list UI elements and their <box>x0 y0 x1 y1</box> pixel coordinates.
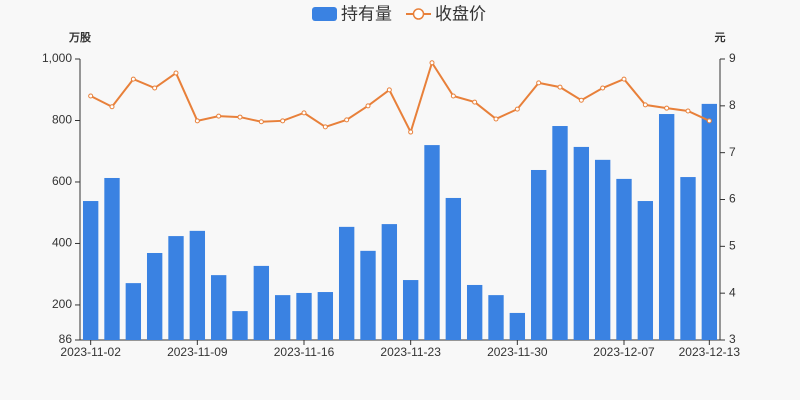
line-point <box>322 124 328 130</box>
y-tick-label: 600 <box>52 174 72 188</box>
y-tick-label: 86 <box>59 332 73 346</box>
x-tick-label: 2023-11-02 <box>60 345 121 359</box>
y2-tick-label: 4 <box>729 285 736 299</box>
bar <box>402 280 419 340</box>
bar <box>488 295 504 340</box>
bar <box>189 230 206 340</box>
y-tick-label: 400 <box>52 236 72 250</box>
line-point <box>557 84 563 90</box>
line-point <box>664 105 670 111</box>
y2-tick-label: 6 <box>729 192 736 206</box>
bar <box>210 275 227 340</box>
line-point <box>450 93 456 99</box>
y-tick-label: 200 <box>52 297 72 311</box>
y2-tick-label: 5 <box>729 239 736 253</box>
line-point <box>578 97 584 103</box>
line-point <box>194 118 200 124</box>
line-point <box>600 85 606 91</box>
x-tick-label: 2023-12-07 <box>593 345 655 359</box>
bar <box>530 169 547 340</box>
line-point <box>621 76 627 82</box>
bar <box>509 312 526 340</box>
legend-swatch <box>412 8 425 20</box>
y2-tick-label: 8 <box>729 98 736 112</box>
bar <box>360 250 376 340</box>
line-point <box>685 108 691 114</box>
line-point <box>173 70 179 76</box>
y-tick-label: 1,000 <box>42 51 72 65</box>
bar <box>637 201 654 340</box>
line-point <box>216 113 222 119</box>
bar <box>616 178 632 340</box>
bar <box>424 145 440 340</box>
bar <box>125 283 142 340</box>
line-point <box>429 60 435 66</box>
bar <box>658 114 675 340</box>
bar <box>466 284 483 340</box>
x-tick-label: 2023-11-16 <box>274 345 335 359</box>
line-point <box>280 118 286 124</box>
bar <box>104 177 120 340</box>
bar <box>253 265 270 340</box>
y2-axis-label: 元 <box>715 31 726 44</box>
line-point <box>130 76 136 82</box>
line-point <box>88 93 94 99</box>
legend-swatch <box>312 7 337 21</box>
x-tick-label: 2023-11-30 <box>487 345 548 359</box>
bar <box>701 103 718 340</box>
y2-tick-label: 9 <box>729 51 736 65</box>
line-point <box>365 103 371 109</box>
line-point <box>493 116 499 122</box>
line-point <box>536 80 542 86</box>
bar <box>82 201 99 340</box>
line-point <box>237 114 243 120</box>
line-point <box>152 85 158 91</box>
bar <box>274 295 291 340</box>
line-point <box>344 117 350 123</box>
bar <box>680 177 696 340</box>
bar <box>573 146 590 340</box>
bar <box>381 224 398 340</box>
legend-label: 持有量 <box>341 4 392 23</box>
x-tick-label: 2023-11-23 <box>380 345 441 359</box>
x-tick-label: 2023-11-09 <box>167 345 228 359</box>
line-point <box>472 99 478 105</box>
legend-label: 收盘价 <box>435 4 486 23</box>
y-axis-label: 万股 <box>68 31 92 44</box>
line-point <box>642 102 648 108</box>
line <box>90 60 710 135</box>
bar <box>445 197 462 340</box>
bar <box>317 292 334 340</box>
line-point <box>386 87 392 93</box>
bar <box>146 252 163 340</box>
line-point <box>408 129 414 135</box>
bar <box>168 236 184 340</box>
bar <box>594 159 611 340</box>
line-point <box>109 104 115 110</box>
bar <box>296 292 312 340</box>
line-point <box>706 118 712 124</box>
bar <box>552 126 568 340</box>
bar <box>232 311 248 340</box>
line-point <box>514 106 520 112</box>
line-point <box>258 119 264 125</box>
bar <box>338 226 355 340</box>
y2-tick-label: 3 <box>729 332 736 346</box>
y2-tick-label: 7 <box>729 145 736 159</box>
line-point <box>301 110 307 116</box>
x-tick-label: 2023-12-13 <box>679 345 741 359</box>
y-tick-label: 800 <box>52 113 72 127</box>
